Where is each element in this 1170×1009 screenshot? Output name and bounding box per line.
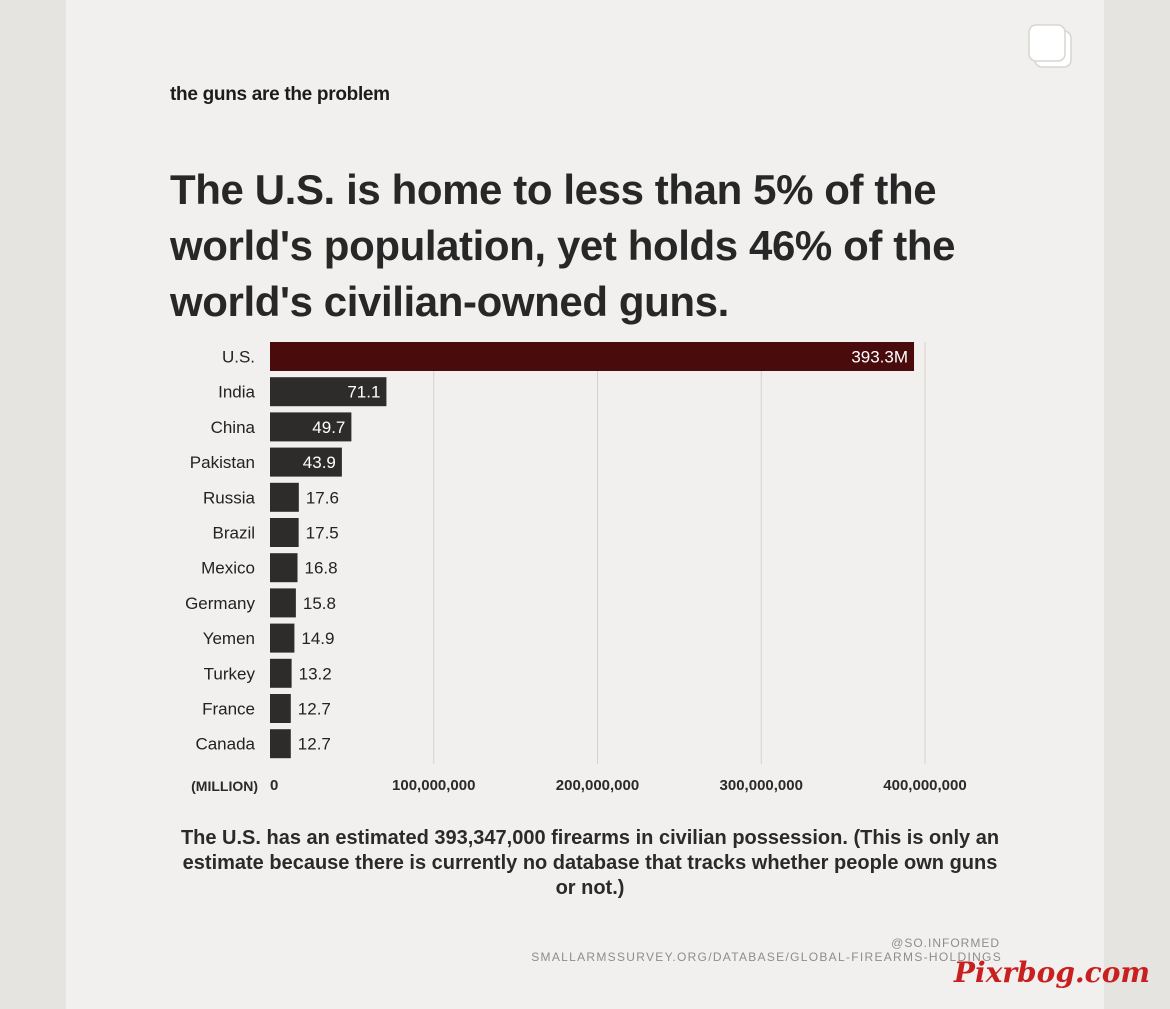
category-label-8: Yemen [203, 629, 255, 648]
bar-1 [270, 377, 387, 407]
category-label-6: Mexico [201, 559, 255, 578]
category-label-7: Germany [185, 594, 255, 613]
eyebrow-text: the guns are the problem [170, 84, 390, 105]
category-label-9: Turkey [204, 664, 256, 683]
value-label-2: 49.7 [312, 418, 345, 437]
category-label-1: India [218, 383, 255, 402]
bar-0 [270, 342, 915, 371]
value-label-9: 13.2 [299, 664, 332, 683]
bar-3 [270, 447, 342, 477]
chart-headline: The U.S. is home to less than 5% of the … [170, 166, 956, 325]
bar-chart: U.S. 393.3M India 71.1 China 49.7 Pakistan 43.9… [185, 342, 967, 794]
x-tick-label-1: 100,000,000 [392, 777, 475, 794]
source-link[interactable]: SMALLARMSSURVEY.ORG/DATABASE/GLOBAL-FIRE… [531, 950, 1002, 964]
value-label-8: 14.9 [301, 629, 334, 648]
x-tick-label-2: 200,000,000 [556, 777, 639, 794]
value-label-5: 17.5 [306, 524, 339, 543]
category-label-10: France [202, 700, 255, 719]
category-label-2: China [211, 418, 256, 437]
bar-8 [270, 623, 295, 653]
bar-5 [270, 518, 299, 547]
watermark: Pixrbog.com [953, 956, 1150, 989]
category-label-4: Russia [203, 488, 256, 507]
x-tick-label-0: 0 [270, 777, 278, 794]
category-label-5: Brazil [212, 524, 255, 543]
x-tick-label-3: 300,000,000 [720, 777, 803, 794]
value-label-11: 12.7 [298, 735, 331, 754]
bar-4 [270, 482, 299, 512]
x-tick-label-4: 400,000,000 [883, 777, 966, 794]
card [66, 0, 1104, 1009]
bar-11 [270, 729, 291, 759]
author-handle: @SO.INFORMED [891, 936, 1000, 950]
bar-2 [270, 412, 352, 442]
category-label-3: Pakistan [190, 453, 255, 472]
category-label-0: U.S. [222, 348, 255, 367]
value-label-3: 43.9 [303, 453, 336, 472]
bar-10 [270, 694, 291, 723]
x-axis-label: (MILLION) [191, 778, 258, 794]
value-label-7: 15.8 [303, 594, 336, 613]
category-label-11: Canada [195, 735, 255, 754]
value-label-6: 16.8 [305, 559, 338, 578]
bar-6 [270, 553, 298, 583]
value-label-1: 71.1 [347, 383, 380, 402]
bar-7 [270, 588, 296, 618]
value-label-10: 12.7 [298, 700, 331, 719]
value-label-4: 17.6 [306, 488, 339, 507]
footnote: The U.S. has an estimated 393,347,000 fi… [180, 827, 1000, 899]
value-label-0: 393.3M [851, 348, 908, 367]
copy-icon[interactable] [1026, 22, 1074, 70]
bar-9 [270, 658, 292, 688]
